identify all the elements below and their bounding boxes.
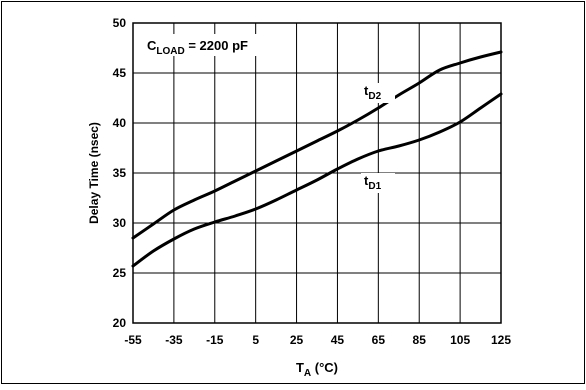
y-tick-label: 50 — [113, 16, 127, 30]
x-tick-label: -55 — [124, 333, 142, 347]
y-tick-label: 25 — [113, 266, 127, 280]
y-tick-label: 40 — [113, 116, 127, 130]
lbl-d1-background — [361, 173, 395, 193]
x-tick-label: 85 — [413, 333, 427, 347]
annotation-rest: = 2200 pF — [185, 38, 248, 53]
x-tick-label: 5 — [252, 333, 259, 347]
annotation-background — [142, 34, 274, 56]
y-tick-label: 35 — [113, 166, 127, 180]
lbl-d2-background — [361, 83, 395, 103]
y-tick-label: 20 — [113, 316, 127, 330]
y-tick-label: 45 — [113, 66, 127, 80]
x-tick-label: 65 — [372, 333, 386, 347]
series-label-td2-sub: D2 — [368, 91, 381, 102]
x-tick-label: -35 — [165, 333, 183, 347]
x-axis-label-unit: (°C) — [311, 360, 338, 375]
annotation-sub: LOAD — [156, 46, 184, 57]
x-axis-label-sub: A — [304, 368, 311, 379]
series-lines — [131, 50, 503, 268]
series-label-td2-base: t — [364, 83, 369, 98]
x-axis-label: TA (°C) — [296, 360, 338, 379]
x-tick-label: 125 — [491, 333, 511, 347]
series-label-td1: tD1 — [364, 173, 382, 192]
y-axis-label: Delay Time (nsec) — [87, 122, 101, 224]
series-label-td2: tD2 — [364, 83, 382, 102]
y-tick-label: 30 — [113, 216, 127, 230]
series-label-td1-base: t — [364, 173, 369, 188]
series-line-d2 — [131, 50, 503, 240]
x-tick-label: 45 — [331, 333, 345, 347]
x-tick-label: 25 — [290, 333, 304, 347]
delay-time-chart: -55 -35 -15 5 25 45 65 85 105 125 20 25 30 35 40 45 50 C… — [87, 16, 512, 379]
tick-labels: -55 -35 -15 5 25 45 65 85 105 125 20 25 30 35 40 45 50 — [113, 16, 512, 347]
x-tick-label: -15 — [206, 333, 224, 347]
annotation-base: C — [147, 38, 157, 53]
series-line-d1 — [131, 92, 503, 268]
x-tick-label: 105 — [450, 333, 470, 347]
plot-border — [132, 22, 502, 324]
series-label-td1-sub: D1 — [368, 181, 381, 192]
x-axis-label-base: T — [296, 360, 304, 375]
figure-frame: -55 -35 -15 5 25 45 65 85 105 125 20 25 30 35 40 45 50 C… — [1, 1, 585, 384]
load-annotation: CLOAD = 2200 pF — [147, 38, 248, 57]
